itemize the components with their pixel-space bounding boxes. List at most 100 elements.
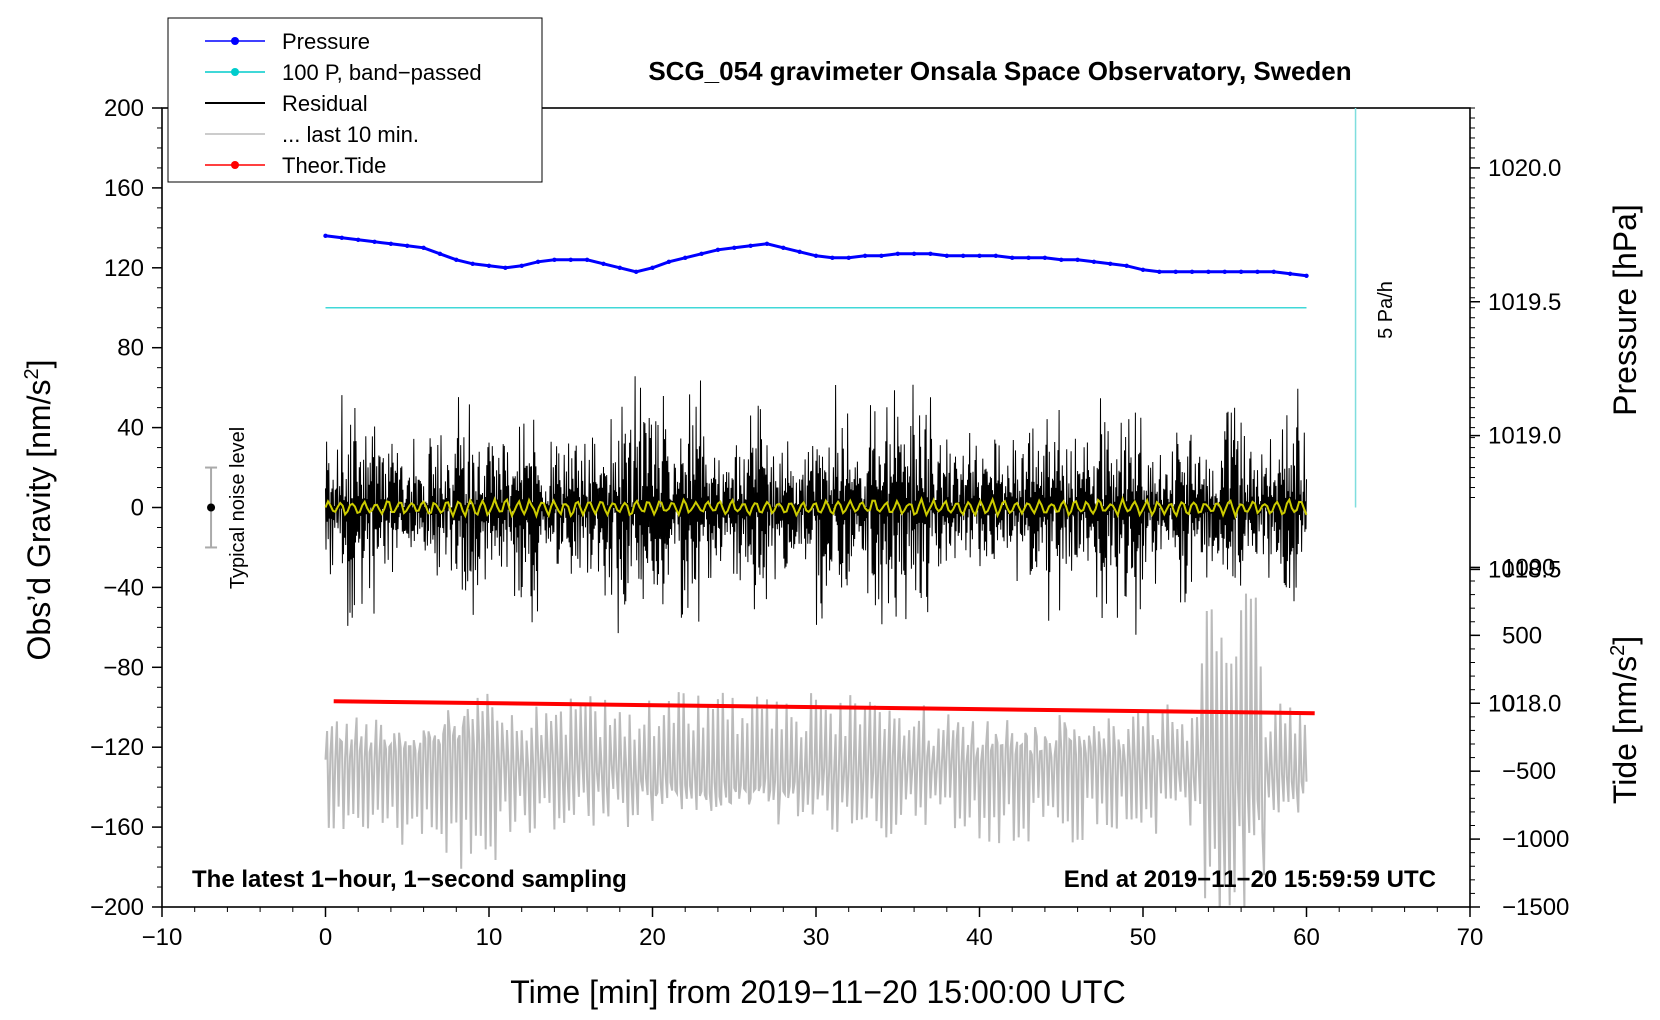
- pressure-point: [568, 257, 573, 263]
- theor-tide-line: [333, 699, 1315, 716]
- pressure-point: [617, 265, 622, 270]
- pressure-point: [781, 245, 786, 251]
- pressure-tick-label: 1019.5: [1488, 289, 1561, 316]
- pressure-point: [797, 249, 802, 255]
- pressure-point: [895, 251, 900, 257]
- annotation-bottom-right: End at 2019−11−20 15:59:59 UTC: [1064, 866, 1436, 893]
- pressure-point: [470, 261, 475, 267]
- pressure-tick-label: 1019.0: [1488, 423, 1561, 450]
- legend-label: Theor.Tide: [282, 153, 386, 178]
- pressure-point: [601, 261, 606, 267]
- pressure-point: [1238, 269, 1244, 274]
- pressure-point: [372, 239, 377, 245]
- y-axis-label-right-tide-text: Tide [nm/s: [1607, 656, 1643, 804]
- pressure-point: [732, 245, 737, 251]
- pressure-point: [960, 253, 966, 259]
- pressure-point: [1206, 269, 1211, 274]
- y-tick-label: 40: [117, 415, 144, 442]
- y-axis-label-right-pressure: Pressure [hPa]: [1607, 204, 1643, 416]
- noise-bar-center: [207, 503, 216, 512]
- pressure-point: [928, 251, 933, 257]
- pressure-tick-label: 1018.0: [1488, 690, 1561, 717]
- pressure-point: [405, 243, 410, 249]
- pressure-point: [1255, 269, 1260, 274]
- pressure-point: [1157, 269, 1162, 274]
- x-tick-label: 0: [319, 924, 332, 951]
- x-tick-label: 30: [803, 924, 830, 951]
- axes-layer: −10 0 10 20 30 40 50 60 70 200 160 120 80 40 0 −40 −80 −1…: [90, 95, 1569, 951]
- bandpassed-residual-trace: [324, 495, 1308, 520]
- legend-label: ... last 10 min.: [282, 122, 419, 147]
- pressure-point: [1026, 255, 1031, 261]
- x-tick-label: 40: [966, 924, 993, 951]
- tide-tick-label: −500: [1502, 758, 1556, 785]
- legend-marker: [231, 68, 239, 76]
- legend-label: Residual: [282, 91, 368, 116]
- y-axis-label-right-tide: Tide [nm/s2]: [1607, 636, 1643, 804]
- pressure-point: [356, 237, 361, 243]
- pressure-point: [535, 259, 541, 265]
- x-tick-label: 60: [1293, 924, 1320, 951]
- pressure-point: [1059, 257, 1064, 263]
- y-tick-label: −160: [90, 814, 144, 841]
- y-tick-label: 200: [104, 95, 144, 122]
- pressure-point: [552, 257, 557, 263]
- y-axis-label-right-tide-sup: 2: [1607, 645, 1629, 656]
- pressure-point: [1140, 267, 1146, 272]
- legend-label: Pressure: [282, 29, 370, 54]
- pressure-point: [388, 241, 394, 247]
- pressure-point: [1271, 269, 1277, 274]
- tide-tick-label: −1000: [1502, 826, 1569, 853]
- rate-label: 5 Pa/h: [1375, 281, 1397, 339]
- x-tick-label: −10: [142, 924, 183, 951]
- pressure-point: [323, 233, 328, 239]
- tide-tick-label: 0: [1502, 690, 1515, 717]
- last10-trace: [324, 593, 1308, 907]
- pressure-point: [830, 255, 835, 261]
- pressure-point: [1108, 261, 1113, 267]
- legend-marker: [231, 37, 239, 45]
- y-tick-label: −40: [103, 574, 144, 601]
- pressure-point: [1010, 255, 1015, 261]
- tide-tick-label: 1000: [1502, 554, 1555, 581]
- legend-box: [167, 17, 543, 183]
- pressure-point: [1222, 269, 1227, 274]
- pressure-tick-label: 1020.0: [1488, 155, 1561, 182]
- pressure-point: [1304, 273, 1309, 278]
- pressure-point: [862, 253, 868, 259]
- x-tick-label: 70: [1457, 924, 1484, 951]
- pressure-point: [1189, 269, 1195, 274]
- pressure-point: [584, 257, 590, 263]
- pressure-point: [748, 243, 753, 249]
- annotation-bottom-left: The latest 1−hour, 1−second sampling: [192, 866, 627, 893]
- pressure-point: [339, 235, 345, 241]
- pressure-tick-label: 1018.5: [1488, 556, 1561, 583]
- pressure-point: [437, 251, 443, 257]
- pressure-point: [650, 265, 655, 270]
- pressure-point: [633, 269, 639, 274]
- y-tick-label: 160: [104, 175, 144, 202]
- legend: Pressure 100 P, band−passed Residual ... la…: [167, 17, 543, 183]
- pressure-point: [879, 253, 884, 259]
- pressure-point: [1075, 257, 1080, 263]
- x-tick-label: 10: [476, 924, 503, 951]
- y-axis-label-right-tide-close: ]: [1607, 636, 1643, 645]
- pressure-point: [846, 255, 851, 261]
- pressure-point: [454, 257, 459, 263]
- residual-trace: [325, 376, 1307, 635]
- legend-label: 100 P, band−passed: [282, 60, 482, 85]
- y-axis-label-left: Obs’d Gravity [nm/s2]: [21, 360, 57, 661]
- y-tick-label: −120: [90, 734, 144, 761]
- y-tick-label: −200: [90, 894, 144, 921]
- y-tick-label: 0: [131, 495, 144, 522]
- y-tick-label: 120: [104, 255, 144, 282]
- pressure-point: [1091, 259, 1097, 265]
- pressure-point: [503, 265, 508, 270]
- pressure-point: [421, 245, 426, 251]
- legend-marker: [231, 161, 239, 169]
- pressure-point: [1042, 255, 1048, 261]
- pressure-point: [764, 241, 770, 247]
- tide-tick-label: −1500: [1502, 894, 1569, 921]
- x-tick-label: 20: [639, 924, 666, 951]
